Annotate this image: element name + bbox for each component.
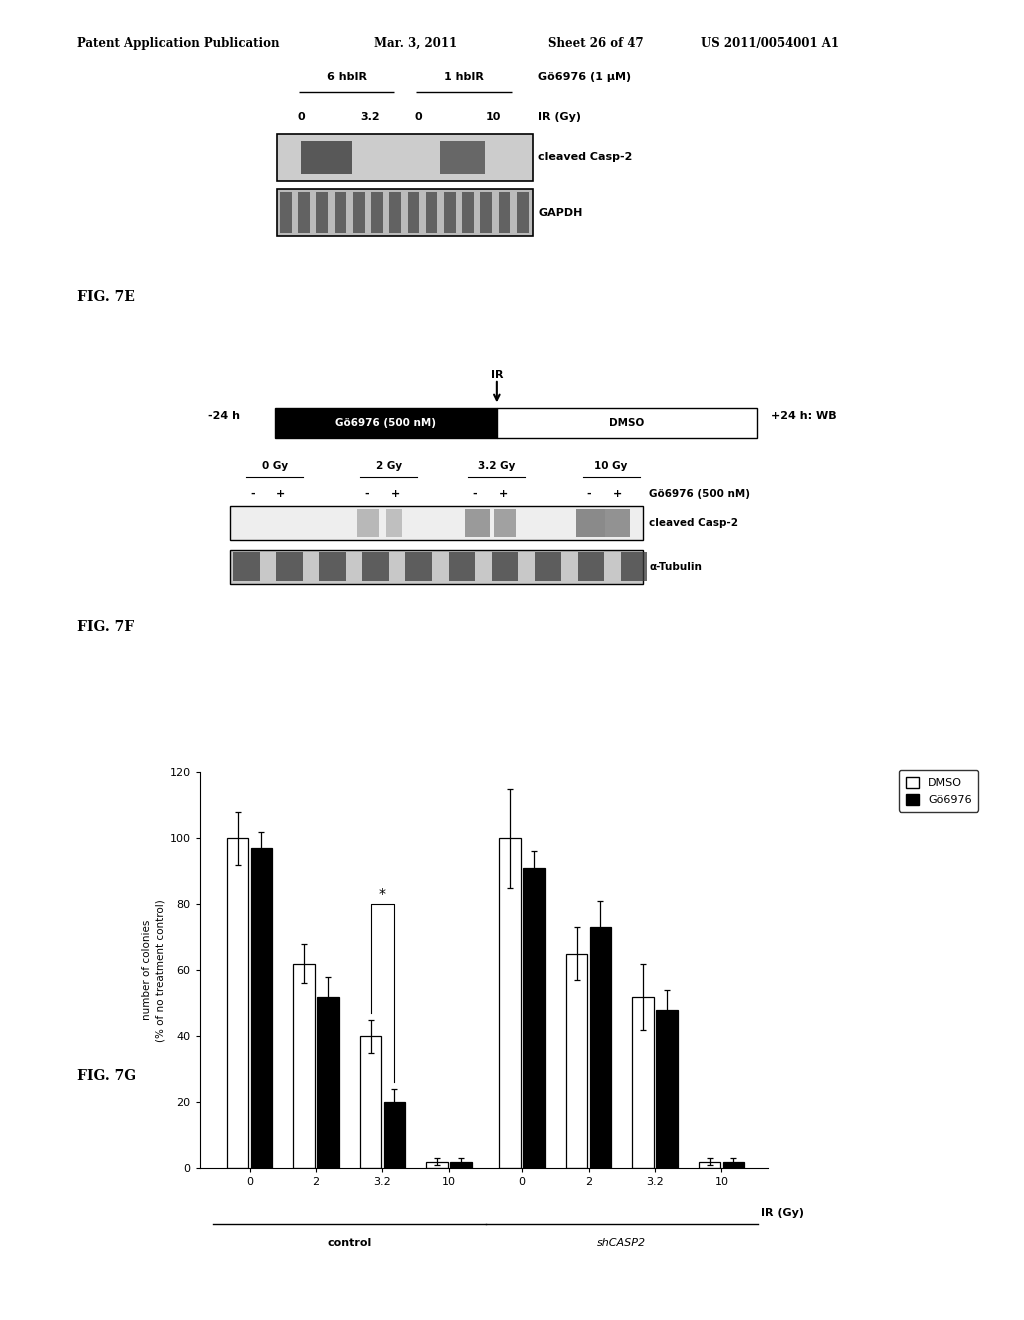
Bar — [233, 552, 260, 581]
Bar — [280, 191, 292, 234]
Text: +: + — [499, 488, 508, 499]
Bar — [362, 552, 389, 581]
Text: 10 Gy: 10 Gy — [595, 461, 628, 471]
Text: Gö6976 (500 nM): Gö6976 (500 nM) — [335, 418, 436, 428]
Text: -24 h: -24 h — [208, 411, 240, 421]
Bar — [278, 133, 532, 181]
Bar — [723, 1162, 744, 1168]
Text: US 2011/0054001 A1: US 2011/0054001 A1 — [701, 37, 840, 50]
Text: *: * — [379, 887, 386, 902]
Bar — [278, 189, 532, 236]
Bar — [294, 964, 314, 1168]
Bar — [480, 191, 493, 234]
Bar — [251, 849, 272, 1168]
Text: -: - — [472, 488, 477, 499]
Bar — [439, 140, 485, 174]
Bar — [357, 510, 379, 537]
Text: 1 hbIR: 1 hbIR — [443, 73, 483, 82]
Bar — [371, 191, 383, 234]
Bar — [523, 869, 545, 1168]
Bar — [359, 1036, 381, 1168]
Text: +24 h: WB: +24 h: WB — [771, 411, 837, 421]
Bar — [656, 1010, 678, 1168]
Bar — [590, 928, 611, 1168]
Text: Sheet 26 of 47: Sheet 26 of 47 — [548, 37, 643, 50]
Bar — [633, 997, 653, 1168]
Text: IR: IR — [490, 370, 503, 380]
Bar — [384, 1102, 406, 1168]
Text: control: control — [327, 1238, 372, 1247]
Text: IR (Gy): IR (Gy) — [539, 112, 582, 121]
Y-axis label: number of colonies
(% of no treatment control): number of colonies (% of no treatment co… — [142, 899, 165, 1041]
Text: 3.2 Gy: 3.2 Gy — [478, 461, 515, 471]
Bar — [578, 552, 604, 581]
Bar — [698, 1162, 720, 1168]
Text: 0: 0 — [297, 112, 305, 121]
Bar — [517, 191, 528, 234]
Bar — [317, 997, 339, 1168]
Text: 0: 0 — [415, 112, 422, 121]
Text: -: - — [250, 488, 255, 499]
Bar — [298, 191, 310, 234]
Text: +: + — [276, 488, 286, 499]
Bar — [230, 549, 643, 583]
Bar — [497, 408, 757, 438]
Bar — [577, 510, 605, 537]
Bar — [301, 140, 352, 174]
Text: 10: 10 — [485, 112, 501, 121]
Text: -: - — [587, 488, 591, 499]
Bar — [386, 510, 401, 537]
Bar — [449, 552, 475, 581]
Legend: DMSO, Gö6976: DMSO, Gö6976 — [899, 770, 978, 812]
Bar — [535, 552, 561, 581]
Bar — [494, 510, 516, 537]
Bar — [276, 552, 303, 581]
Bar — [353, 191, 365, 234]
Text: Patent Application Publication: Patent Application Publication — [77, 37, 280, 50]
Text: FIG. 7E: FIG. 7E — [77, 290, 135, 304]
Text: Mar. 3, 2011: Mar. 3, 2011 — [374, 37, 457, 50]
Bar — [462, 191, 474, 234]
Bar — [408, 191, 419, 234]
Text: α-Tubulin: α-Tubulin — [649, 561, 702, 572]
Bar — [444, 191, 456, 234]
Bar — [500, 838, 521, 1168]
Bar — [566, 953, 587, 1168]
Text: 6 hbIR: 6 hbIR — [327, 73, 367, 82]
Text: FIG. 7G: FIG. 7G — [77, 1069, 136, 1082]
Bar — [230, 506, 643, 540]
Bar — [319, 552, 346, 581]
Text: cleaved Casp-2: cleaved Casp-2 — [649, 519, 738, 528]
Bar — [492, 552, 518, 581]
Text: 2 Gy: 2 Gy — [376, 461, 402, 471]
Text: 3.2: 3.2 — [360, 112, 380, 121]
Text: IR (Gy): IR (Gy) — [762, 1208, 805, 1218]
Text: DMSO: DMSO — [609, 418, 645, 428]
Bar — [227, 838, 248, 1168]
Bar — [621, 552, 647, 581]
Text: shCASP2: shCASP2 — [597, 1238, 646, 1247]
Bar — [335, 191, 346, 234]
Text: +: + — [390, 488, 400, 499]
Bar — [426, 191, 437, 234]
Text: -: - — [365, 488, 369, 499]
Text: 0 Gy: 0 Gy — [261, 461, 288, 471]
Bar — [406, 552, 432, 581]
Text: GAPDH: GAPDH — [539, 207, 583, 218]
Bar — [389, 191, 401, 234]
Bar — [274, 408, 497, 438]
Bar — [426, 1162, 447, 1168]
Bar — [316, 191, 328, 234]
Text: FIG. 7F: FIG. 7F — [77, 620, 134, 634]
Bar — [451, 1162, 471, 1168]
Text: cleaved Casp-2: cleaved Casp-2 — [539, 152, 633, 162]
Bar — [499, 191, 510, 234]
Text: Gö6976 (1 μM): Gö6976 (1 μM) — [539, 73, 632, 82]
Text: Gö6976 (500 nM): Gö6976 (500 nM) — [649, 488, 751, 499]
Text: +: + — [612, 488, 623, 499]
Bar — [465, 510, 490, 537]
Bar — [605, 510, 630, 537]
